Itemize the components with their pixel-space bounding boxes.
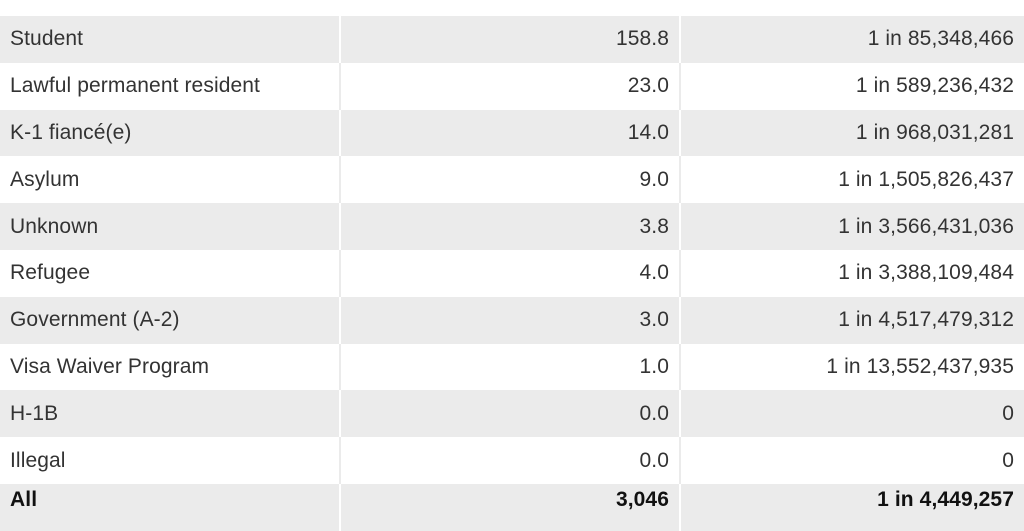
category-cell: Lawful permanent resident: [0, 62, 340, 110]
value-cell: 158.8: [339, 16, 680, 63]
odds-cell: 1 in 85,348,466: [679, 16, 1024, 63]
odds-cell: 1 in 589,236,432: [679, 62, 1024, 110]
table-row: Unknown 3.8 1 in 3,566,431,036: [0, 203, 1024, 250]
total-row: All 3,046 1 in 4,449,257: [0, 483, 1024, 531]
category-cell: H-1B: [0, 390, 340, 438]
value-cell: 23.0: [339, 62, 680, 110]
category-cell: Illegal: [0, 437, 340, 484]
value-cell: 3.0: [339, 296, 680, 344]
category-cell: Visa Waiver Program: [0, 343, 340, 391]
category-cell: Refugee: [0, 249, 340, 297]
table-row: Lawful permanent resident 23.0 1 in 589,…: [0, 62, 1024, 110]
data-table: Student 158.8 1 in 85,348,466 Lawful per…: [0, 16, 1024, 531]
category-cell: Government (A-2): [0, 296, 340, 344]
odds-cell: 1 in 3,566,431,036: [679, 203, 1024, 250]
table-row: Student 158.8 1 in 85,348,466: [0, 16, 1024, 63]
table-row: Visa Waiver Program 1.0 1 in 13,552,437,…: [0, 343, 1024, 391]
value-cell: 9.0: [339, 156, 680, 204]
odds-cell: 0: [679, 437, 1024, 484]
odds-cell: 1 in 1,505,826,437: [679, 156, 1024, 204]
value-cell: 1.0: [339, 343, 680, 391]
value-cell: 14.0: [339, 109, 680, 157]
table-row: Government (A-2) 3.0 1 in 4,517,479,312: [0, 296, 1024, 344]
table-row: Asylum 9.0 1 in 1,505,826,437: [0, 156, 1024, 204]
total-category-cell: All: [0, 483, 340, 531]
odds-cell: 1 in 13,552,437,935: [679, 343, 1024, 391]
visa-category-table: Student 158.8 1 in 85,348,466 Lawful per…: [0, 16, 1024, 531]
total-value-cell: 3,046: [339, 483, 680, 531]
odds-cell: 0: [679, 390, 1024, 438]
value-cell: 3.8: [339, 203, 680, 250]
value-cell: 0.0: [339, 437, 680, 484]
category-cell: K-1 fiancé(e): [0, 109, 340, 157]
total-odds-cell: 1 in 4,449,257: [679, 483, 1024, 531]
category-cell: Asylum: [0, 156, 340, 204]
table-row: Illegal 0.0 0: [0, 437, 1024, 484]
odds-cell: 1 in 4,517,479,312: [679, 296, 1024, 344]
value-cell: 0.0: [339, 390, 680, 438]
category-cell: Student: [0, 16, 340, 63]
table-row: Refugee 4.0 1 in 3,388,109,484: [0, 249, 1024, 297]
category-cell: Unknown: [0, 203, 340, 250]
table-row: H-1B 0.0 0: [0, 390, 1024, 438]
odds-cell: 1 in 968,031,281: [679, 109, 1024, 157]
value-cell: 4.0: [339, 249, 680, 297]
table-row: K-1 fiancé(e) 14.0 1 in 968,031,281: [0, 109, 1024, 157]
odds-cell: 1 in 3,388,109,484: [679, 249, 1024, 297]
